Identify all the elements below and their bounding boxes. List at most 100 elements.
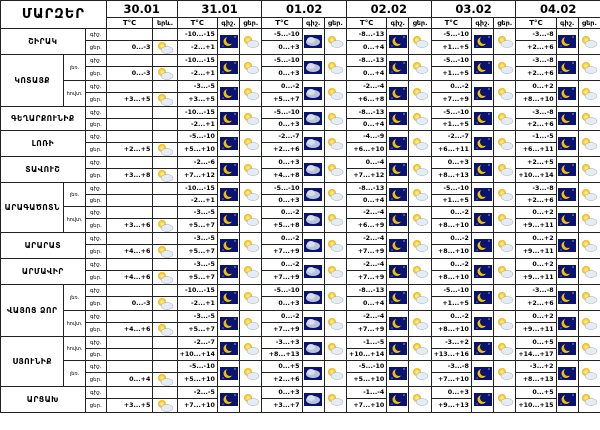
- table-row: ցեր. 0...+4 +5...+10 +2...+6 +5...+10 +7...+1…: [1, 372, 600, 387]
- sun-icon: [323, 28, 348, 55]
- night-label: գիշ.: [84, 232, 107, 245]
- temperature-value: -10...-15: [176, 106, 218, 119]
- temperature-value: 0...-3: [105, 40, 154, 55]
- day-header: ցեր.: [323, 17, 348, 29]
- sun-icon: [239, 80, 263, 107]
- blank-icon: [152, 360, 178, 373]
- day-label: ցեր.: [84, 270, 107, 285]
- moon-icon: [470, 386, 495, 413]
- temperature-value: 0...-2: [261, 80, 303, 93]
- moon-icon: [216, 130, 241, 157]
- date-header: 30.01: [105, 0, 178, 18]
- temperature-value: 0...-2: [430, 232, 472, 245]
- region-name: ՎԱՅՈՑ ՁՈՐ: [0, 284, 65, 337]
- temperature-value: +3...+5: [105, 92, 154, 107]
- sun-icon: [152, 322, 178, 337]
- moon-icon: [555, 80, 579, 107]
- temperature-value: +5...+10: [176, 372, 218, 387]
- temperature-value: 0...+2: [515, 80, 557, 93]
- table-row: ցեր. +4...+6 +5...+7 +7...+9 +7...+9 +8...+10…: [1, 322, 600, 337]
- moon-icon: [470, 232, 495, 259]
- moon-icon: [555, 336, 579, 361]
- moon-icon: [386, 106, 410, 131]
- temperature-value: -5...-10: [346, 360, 388, 373]
- table-row: ցեր. 0...-3 -2...+1 0...+3 0...+4 +1...+5 +2..…: [1, 40, 600, 55]
- moon-icon: [216, 232, 241, 259]
- temperature-value: -3...-5: [176, 80, 218, 93]
- day-label: ցեր.: [84, 322, 107, 337]
- temperature-value: +4...+8: [261, 168, 303, 183]
- temperature-value: -2...+1: [176, 40, 218, 55]
- moon-icon: [216, 28, 241, 55]
- sun-icon: [577, 258, 600, 285]
- moon-icon: [470, 310, 495, 337]
- moon-icon: [216, 80, 241, 107]
- table-row: ԿՈՏԱՅՔ լեռ. գիշ. -10...-15 -5...-10 -8...-13 -…: [0, 54, 600, 107]
- moon-icon: [470, 284, 495, 311]
- moon-icon: [386, 80, 410, 107]
- temperature-value: -2...-6: [176, 156, 218, 169]
- temperature-value: -5...-10: [261, 54, 303, 67]
- sun-icon: [493, 232, 517, 259]
- sun-icon: [577, 232, 600, 259]
- temperature-value: -10...-15: [176, 54, 218, 67]
- sun-icon: [152, 142, 178, 157]
- date-header: 02.02: [346, 0, 432, 18]
- temperature-value: +5...+8: [261, 218, 303, 233]
- moon-icon: [555, 206, 579, 233]
- sun-icon: [577, 182, 600, 207]
- night-label: գիշ.: [84, 258, 107, 271]
- temperature-value: 0...+2: [515, 206, 557, 219]
- temperature-value: +13...+16: [430, 348, 472, 361]
- temperature-value: -5...-10: [430, 182, 472, 195]
- temperature-value: 0...+2: [515, 232, 557, 245]
- moon-icon: [555, 386, 579, 413]
- table-row: ՏԱՎՈՒՇ գիշ. -2...-6 0...+3 0...-4 0...+3 +2...…: [0, 156, 600, 183]
- night-label: գիշ.: [84, 130, 107, 143]
- day-label: ցեր.: [84, 168, 107, 183]
- sun-icon: [493, 80, 517, 107]
- sun-icon: [493, 360, 517, 387]
- night-header: գիշ.: [301, 17, 325, 29]
- sun-icon: [408, 310, 432, 337]
- temperature-value: [105, 232, 154, 245]
- moon-icon: [386, 28, 410, 55]
- moon-icon: [470, 336, 495, 361]
- sun-icon: [408, 106, 432, 131]
- subregion-label: հովտ.: [63, 310, 86, 337]
- temperature-value: 0...-4: [346, 156, 388, 169]
- sun-icon: [152, 296, 178, 311]
- table-row: ցեր. -2...+1 0...+3 0...+4 +1...+5 +2...+6: [1, 118, 600, 131]
- table-row: ցեր. +3...+6 +5...+7 +5...+8 +6...+9 +8...+10…: [1, 218, 600, 233]
- blank-icon: [152, 258, 178, 271]
- moon-icon: [216, 182, 241, 207]
- temperature-value: 0...-2: [261, 258, 303, 271]
- temperature-value: 0...+5: [261, 360, 303, 373]
- temperature-value: [105, 54, 154, 67]
- temperature-value: +6...+8: [346, 92, 388, 107]
- temperature-value: -10...-15: [176, 284, 218, 297]
- moon-icon: [216, 310, 241, 337]
- sun-icon: [408, 28, 432, 55]
- moon-icon: [555, 156, 579, 183]
- temperature-value: 0...-2: [430, 258, 472, 271]
- temperature-value: +7...+9: [346, 322, 388, 337]
- temperature-value: [105, 310, 154, 323]
- temperature-value: -2...+1: [176, 296, 218, 311]
- sun-icon: [152, 244, 178, 259]
- temperature-value: [105, 80, 154, 93]
- sun-icon: [408, 386, 432, 413]
- temperature-value: 0...-2: [430, 80, 472, 93]
- temperature-value: +10...+14: [176, 348, 218, 361]
- sun-icon: [323, 232, 348, 259]
- table-row: հովտ. գիշ. -3...-5 0...-2 -2...-4 0...-2 0...+…: [1, 206, 600, 233]
- moon-icon: [386, 336, 410, 361]
- moon-icon: [555, 232, 579, 259]
- blank-icon: [152, 194, 178, 207]
- moon-icon: [470, 206, 495, 233]
- temperature-value: -5...-10: [430, 284, 472, 297]
- sun-icon: [323, 336, 348, 361]
- cloud-icon: [301, 54, 325, 81]
- temperature-value: -5...-10: [261, 106, 303, 119]
- temperature-value: +8...+10: [430, 322, 472, 337]
